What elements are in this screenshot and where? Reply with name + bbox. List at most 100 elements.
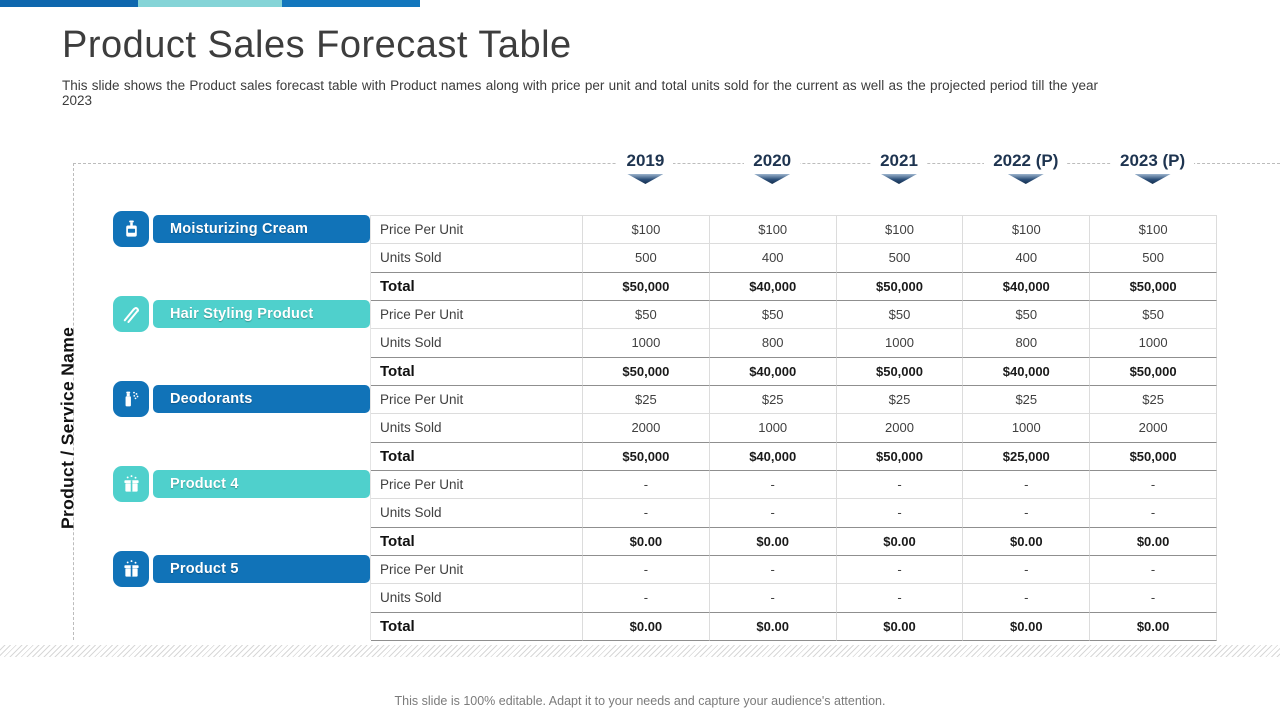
slide-subtitle: This slide shows the Product sales forec… (62, 78, 1098, 108)
product-labels: Moisturizing Cream Hair Styling Product De… (113, 211, 370, 640)
chevron-down-icon (1007, 174, 1044, 184)
table-cell: - (709, 555, 837, 585)
table-cell: $40,000 (709, 442, 837, 471)
table-cell: 1000 (963, 414, 1091, 443)
table-cell: $50 (709, 300, 837, 330)
table-cell: $25 (1090, 385, 1217, 415)
product-label-bar: Deodorants (153, 385, 370, 413)
chevron-down-icon (880, 174, 917, 184)
forecast-table: Price Per Unit $100 $100 $100 $100 $100 Units … (370, 215, 1217, 641)
table-cell: - (709, 584, 837, 613)
product-label-bar: Moisturizing Cream (153, 215, 370, 243)
table-cell: - (963, 470, 1091, 500)
table-cell: $50 (1090, 300, 1217, 330)
table-cell: $50,000 (583, 442, 710, 471)
table-cell: 800 (963, 329, 1091, 358)
row-label-units: Units Sold (371, 329, 583, 358)
table-cell: $0.00 (1090, 612, 1217, 641)
table-cell: $0.00 (963, 612, 1091, 641)
table-cell: $50,000 (1090, 272, 1217, 301)
table-cell: 500 (583, 244, 710, 273)
table-cell: 800 (709, 329, 837, 358)
table-cell: - (709, 470, 837, 500)
table-cell: 500 (1090, 244, 1217, 273)
table-cell: $0.00 (1090, 527, 1217, 556)
product-label-bar: Product 5 (153, 555, 370, 583)
timeline-dashed-line (73, 163, 1280, 164)
table-cell: $0.00 (963, 527, 1091, 556)
table-cell: 400 (709, 244, 837, 273)
chevron-down-icon (1134, 174, 1171, 184)
top-accent-segment-dark-blue (0, 0, 138, 7)
product-label-bar: Hair Styling Product (153, 300, 370, 328)
table-cell: $50,000 (583, 272, 710, 301)
hatch-divider (0, 645, 1280, 657)
year-label: 2019 (617, 150, 674, 172)
table-cell: - (1090, 470, 1217, 500)
year-column: 2020 (709, 150, 836, 184)
year-label: 2022 (P) (984, 150, 1068, 172)
table-cell: $40,000 (709, 357, 837, 386)
table-cell: - (1090, 555, 1217, 585)
year-axis: 2019 2020 2021 2022 (P) 2023 (P) (582, 150, 1216, 190)
table-cell: $25 (963, 385, 1091, 415)
table-cell: $50 (836, 300, 964, 330)
table-cell: 400 (963, 244, 1091, 273)
chevron-down-icon (754, 174, 791, 184)
table-cell: 2000 (1090, 414, 1217, 443)
product-label-bar: Product 4 (153, 470, 370, 498)
table-cell: $25 (709, 385, 837, 415)
row-label-price: Price Per Unit (371, 300, 583, 330)
table-cell: - (963, 555, 1091, 585)
row-label-units: Units Sold (371, 414, 583, 443)
row-label-units: Units Sold (371, 584, 583, 613)
table-cell: 2000 (836, 414, 964, 443)
table-cell: $0.00 (709, 612, 837, 641)
gift-box-icon (113, 551, 149, 587)
table-cell: - (583, 555, 710, 585)
row-label-price: Price Per Unit (371, 555, 583, 585)
table-cell: $100 (709, 216, 837, 245)
table-cell: - (709, 499, 837, 528)
table-cell: $50,000 (836, 272, 964, 301)
top-accent-segment-light-teal (138, 0, 282, 7)
table-cell: $40,000 (709, 272, 837, 301)
table-cell: $0.00 (583, 527, 710, 556)
table-cell: - (1090, 499, 1217, 528)
year-column: 2019 (582, 150, 709, 184)
table-cell: - (583, 584, 710, 613)
table-cell: $50,000 (836, 442, 964, 471)
row-label-total: Total (371, 357, 583, 386)
table-cell: $50 (963, 300, 1091, 330)
product-label-row: Product 4 (113, 466, 370, 506)
table-cell: $50,000 (583, 357, 710, 386)
table-cell: $0.00 (583, 612, 710, 641)
table-cell: - (836, 470, 964, 500)
table-cell: 2000 (583, 414, 710, 443)
page-title: Product Sales Forecast Table (62, 24, 572, 66)
product-label-row: Hair Styling Product (113, 296, 370, 336)
top-accent-segment-medium-blue (282, 0, 420, 7)
table-cell: $40,000 (963, 272, 1091, 301)
table-cell: $0.00 (836, 612, 964, 641)
table-cell: 1000 (836, 329, 964, 358)
year-label: 2023 (P) (1110, 150, 1195, 172)
table-cell: 1000 (583, 329, 710, 358)
table-cell: 500 (836, 244, 964, 273)
table-cell: - (583, 470, 710, 500)
table-cell: $100 (1090, 216, 1217, 245)
row-label-total: Total (371, 442, 583, 471)
row-label-total: Total (371, 272, 583, 301)
table-cell: $50,000 (1090, 442, 1217, 471)
chevron-down-icon (627, 174, 664, 184)
table-cell: - (836, 555, 964, 585)
table-cell: $25 (583, 385, 710, 415)
year-column: 2022 (P) (962, 150, 1089, 184)
table-cell: $100 (583, 216, 710, 245)
product-label-row: Moisturizing Cream (113, 211, 370, 251)
table-cell: - (836, 584, 964, 613)
year-label: 2021 (871, 150, 927, 172)
table-cell: $40,000 (963, 357, 1091, 386)
product-label-row: Product 5 (113, 551, 370, 591)
table-cell: - (963, 499, 1091, 528)
